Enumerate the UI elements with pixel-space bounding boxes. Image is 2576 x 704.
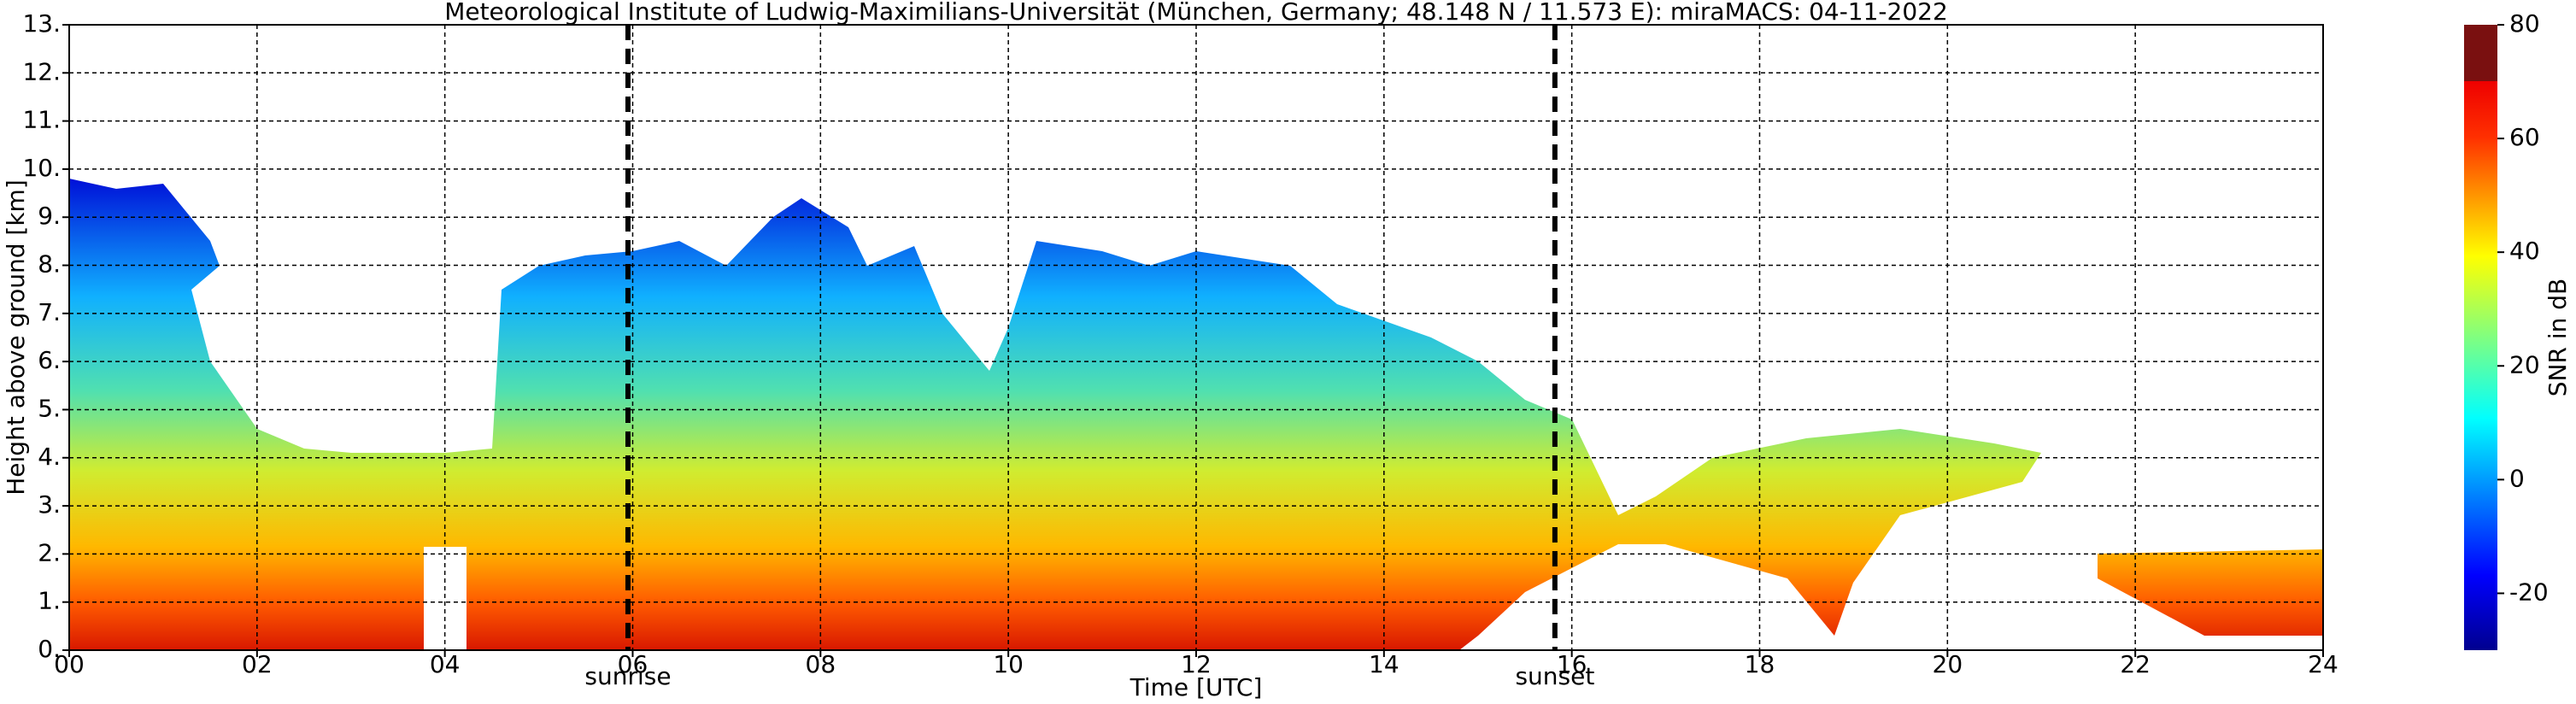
x-tick-label: 22 (2120, 650, 2151, 678)
colorbar (2464, 25, 2497, 650)
x-tick-label: 08 (806, 650, 836, 678)
x-tick-label: 20 (1933, 650, 1963, 678)
x-axis-label: Time [UTC] (1130, 673, 1263, 701)
chart-title: Meteorological Institute of Ludwig-Maxim… (444, 0, 1948, 26)
y-tick-label: 9. (38, 202, 61, 230)
y-tick-label: 5. (38, 394, 61, 422)
x-tick-label: 00 (54, 650, 85, 678)
x-tick-label: 12 (1181, 650, 1212, 678)
y-tick-label: 3. (38, 490, 61, 519)
colorbar-tick-label: -20 (2509, 578, 2549, 606)
colorbar-tick-label: 60 (2509, 123, 2540, 151)
y-tick-label: 10. (22, 154, 61, 182)
cloud-echo (69, 179, 2041, 650)
colorbar-label: SNR in dB (2544, 279, 2572, 396)
x-tick-label: 06 (618, 650, 648, 678)
y-tick-label: 6. (38, 346, 61, 374)
y-tick-label: 2. (38, 538, 61, 566)
colorbar-tick-label: 20 (2509, 350, 2540, 378)
y-tick-label: 13. (22, 9, 61, 38)
y-tick-label: 0. (38, 635, 61, 663)
annotation-label: sunrise (584, 662, 671, 690)
y-tick-label: 11. (22, 106, 61, 134)
radar-field (69, 179, 2323, 650)
x-tick-label: 14 (1369, 650, 1399, 678)
y-tick-label: 4. (38, 443, 61, 471)
x-tick-label: 24 (2308, 650, 2338, 678)
y-tick-label: 7. (38, 298, 61, 326)
colorbar-tick-label: 80 (2509, 9, 2540, 38)
colorbar-tick-label: 40 (2509, 237, 2540, 265)
x-tick-label: 18 (1745, 650, 1775, 678)
colorbar-tick-label: 0 (2509, 464, 2525, 492)
y-axis-label: Height above ground [km] (2, 179, 30, 496)
cloud-echo (2098, 549, 2323, 636)
x-tick-label: 04 (430, 650, 461, 678)
y-tick-label: 8. (38, 250, 61, 279)
x-tick-label: 16 (1557, 650, 1587, 678)
x-tick-label: 02 (242, 650, 273, 678)
annotation-label: sunset (1515, 662, 1594, 690)
y-tick-label: 12. (22, 57, 61, 85)
y-tick-label: 1. (38, 587, 61, 615)
x-tick-label: 10 (993, 650, 1024, 678)
